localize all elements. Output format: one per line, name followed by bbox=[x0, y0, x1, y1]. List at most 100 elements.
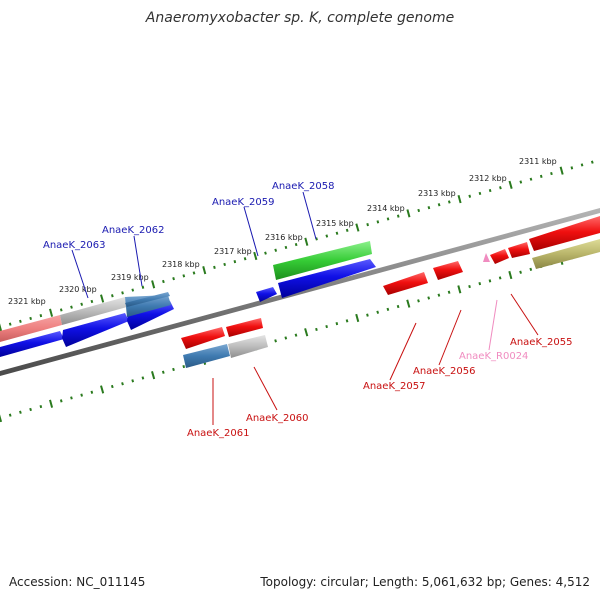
minor-tick bbox=[141, 376, 145, 380]
minor-tick bbox=[519, 180, 523, 184]
minor-tick bbox=[325, 234, 329, 238]
minor-tick bbox=[529, 267, 533, 271]
gene-reverse-red[interactable] bbox=[529, 216, 600, 251]
minor-tick bbox=[192, 271, 196, 275]
minor-tick bbox=[29, 407, 32, 412]
major-tick bbox=[304, 328, 309, 337]
gene-label-anaek-2061[interactable]: AnaeK_2061 bbox=[187, 428, 249, 439]
rna-reverse-pink[interactable] bbox=[483, 253, 490, 262]
minor-tick bbox=[447, 290, 451, 294]
minor-tick bbox=[8, 413, 12, 417]
minor-tick bbox=[335, 322, 339, 326]
gene-reverse-red[interactable] bbox=[433, 261, 463, 280]
label-leader-lines bbox=[71, 191, 539, 425]
minor-tick bbox=[345, 228, 349, 232]
minor-tick bbox=[121, 382, 124, 386]
minor-tick bbox=[19, 410, 22, 414]
minor-tick bbox=[223, 262, 226, 267]
gene-label-anaek-2055[interactable]: AnaeK_2055 bbox=[510, 337, 572, 348]
minor-tick bbox=[498, 276, 502, 280]
gene-label-anaek-2062[interactable]: AnaeK_2062 bbox=[102, 225, 164, 236]
minor-tick bbox=[39, 314, 43, 318]
minor-tick bbox=[427, 296, 431, 300]
minor-tick bbox=[264, 251, 267, 255]
minor-tick bbox=[59, 399, 63, 403]
major-tick bbox=[151, 280, 156, 289]
gene-reverse-gray[interactable] bbox=[228, 335, 268, 358]
major-tick bbox=[304, 237, 309, 246]
kbp-label-2311: 2311 kbp bbox=[519, 157, 557, 166]
gene-reverse-red[interactable] bbox=[181, 327, 225, 349]
kbp-label-2316: 2316 kbp bbox=[265, 233, 303, 242]
minor-tick bbox=[376, 310, 380, 314]
minor-tick bbox=[243, 257, 247, 261]
gene-forward-steel-top bbox=[125, 292, 170, 307]
major-tick bbox=[406, 209, 411, 218]
minor-tick bbox=[570, 166, 574, 170]
gene-reverse-steel[interactable] bbox=[183, 344, 230, 368]
minor-tick bbox=[529, 177, 533, 181]
minor-tick bbox=[274, 339, 277, 343]
kbp-label-2315: 2315 kbp bbox=[316, 219, 354, 228]
minor-tick bbox=[70, 305, 73, 309]
minor-tick bbox=[335, 231, 339, 235]
gene-forward-blue[interactable] bbox=[0, 331, 64, 357]
gene-reverse-red[interactable] bbox=[383, 272, 428, 295]
minor-tick bbox=[162, 279, 165, 284]
minor-tick bbox=[172, 367, 175, 372]
minor-tick bbox=[8, 322, 12, 326]
gene-label-anaek-r0024[interactable]: AnaeK_R0024 bbox=[459, 351, 528, 362]
gene-forward-blue[interactable] bbox=[278, 259, 376, 298]
minor-tick bbox=[499, 186, 502, 190]
kbp-label-2313: 2313 kbp bbox=[418, 189, 456, 198]
gene-label-anaek-2056[interactable]: AnaeK_2056 bbox=[413, 366, 475, 377]
major-tick bbox=[457, 194, 462, 204]
gene-reverse-olive[interactable] bbox=[532, 239, 600, 269]
minor-tick bbox=[396, 214, 400, 218]
scale-labels: 2321 kbp 2320 kbp 2319 kbp 2318 kbp 2317… bbox=[8, 157, 557, 306]
minor-tick bbox=[315, 237, 318, 241]
minor-tick bbox=[80, 302, 84, 306]
gene-forward-blue[interactable] bbox=[62, 313, 129, 347]
major-tick bbox=[253, 251, 258, 261]
gene-label-anaek-2058[interactable]: AnaeK_2058 bbox=[272, 181, 334, 192]
minor-tick bbox=[90, 390, 94, 394]
minor-tick bbox=[131, 379, 135, 383]
gene-label-anaek-2059[interactable]: AnaeK_2059 bbox=[212, 197, 274, 208]
gene-reverse-red[interactable] bbox=[226, 318, 263, 337]
minor-tick bbox=[539, 174, 543, 178]
minor-tick bbox=[366, 313, 369, 317]
gene-forward-pink[interactable] bbox=[0, 315, 62, 342]
gene-forward-green[interactable] bbox=[273, 241, 372, 280]
gene-forward-blue[interactable] bbox=[256, 287, 277, 302]
major-tick bbox=[355, 223, 360, 232]
minor-tick bbox=[437, 293, 441, 297]
minor-tick bbox=[284, 336, 288, 340]
minor-tick bbox=[131, 288, 135, 292]
minor-tick bbox=[39, 404, 43, 409]
minor-tick bbox=[59, 308, 63, 312]
gene-label-anaek-2063[interactable]: AnaeK_2063 bbox=[43, 240, 105, 251]
minor-tick bbox=[376, 220, 380, 224]
major-tick bbox=[559, 166, 564, 175]
minor-tick bbox=[121, 291, 124, 295]
gene-reverse-red[interactable] bbox=[508, 242, 530, 258]
minor-tick bbox=[325, 324, 328, 329]
minor-tick bbox=[386, 217, 390, 221]
gene-forward-gray[interactable] bbox=[60, 297, 127, 325]
minor-tick bbox=[19, 319, 22, 323]
gene-label-anaek-2060[interactable]: AnaeK_2060 bbox=[246, 413, 308, 424]
major-tick bbox=[49, 399, 54, 408]
genome-summary-text: Topology: circular; Length: 5,061,632 bp… bbox=[260, 575, 590, 589]
gene-forward-blue[interactable] bbox=[127, 301, 174, 330]
major-tick bbox=[0, 323, 3, 332]
major-tick bbox=[355, 313, 360, 323]
major-tick bbox=[151, 371, 156, 380]
accession-text: Accession: NC_011145 bbox=[9, 575, 146, 589]
gene-label-anaek-2057[interactable]: AnaeK_2057 bbox=[363, 381, 425, 392]
minor-tick bbox=[427, 206, 431, 210]
minor-tick bbox=[294, 242, 298, 247]
minor-tick bbox=[80, 393, 83, 397]
gene-reverse-red[interactable] bbox=[490, 249, 509, 264]
